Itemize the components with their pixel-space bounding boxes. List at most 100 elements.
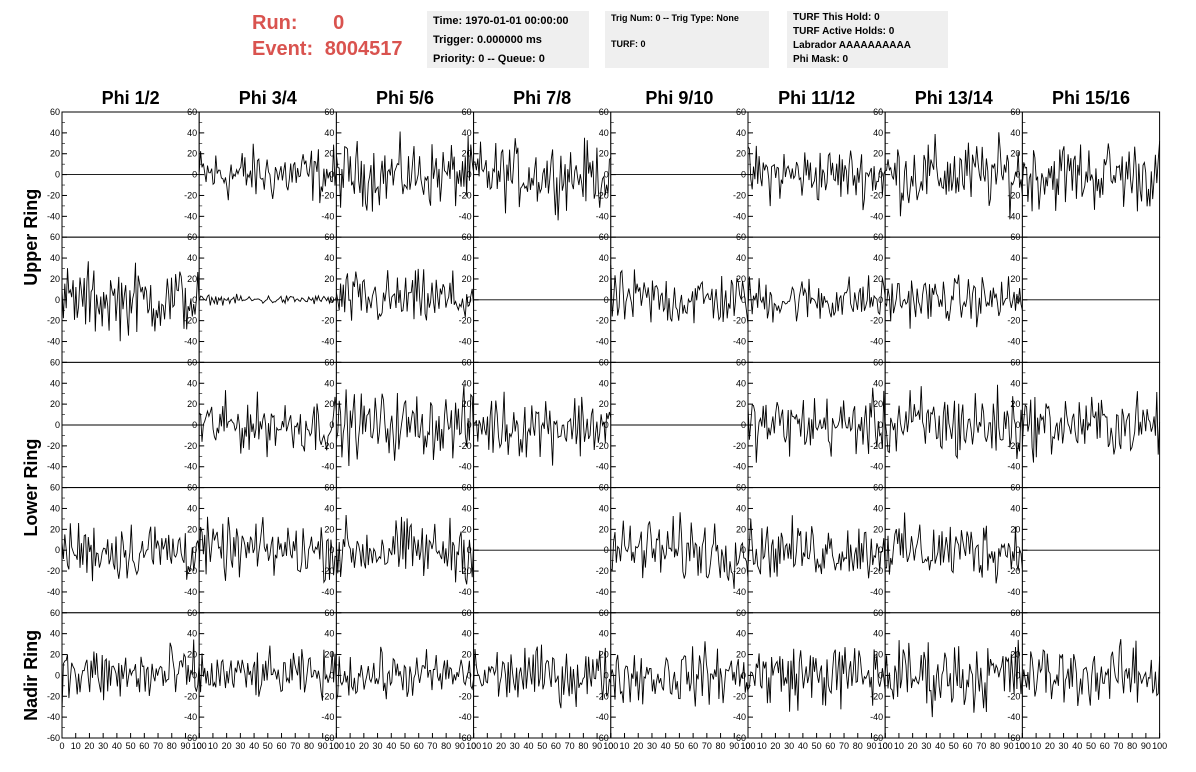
- y-tick-label: 40: [1010, 503, 1020, 513]
- x-tick-label: 40: [1072, 741, 1082, 751]
- waveform-trace: [884, 639, 1023, 718]
- y-tick-label: 40: [736, 128, 746, 138]
- x-tick-label: 30: [235, 741, 245, 751]
- y-tick-label: -40: [870, 712, 883, 722]
- x-tick-label: 10: [1031, 741, 1041, 751]
- y-tick-label: 40: [462, 378, 472, 388]
- y-tick-label: 40: [462, 253, 472, 263]
- y-tick-label: -40: [184, 462, 197, 472]
- y-tick-label: -40: [47, 337, 60, 347]
- plot-frame: [335, 111, 475, 238]
- x-tick-label: 20: [222, 741, 232, 751]
- y-tick-label: 20: [1010, 524, 1020, 534]
- run-event-box: Run: 0 Event: 8004517: [252, 10, 422, 62]
- phi-column-label: Phi 7/8: [513, 88, 571, 108]
- y-tick-label: 0: [878, 545, 883, 555]
- y-tick-label: 40: [50, 378, 60, 388]
- y-tick-label: 20: [187, 650, 197, 660]
- y-tick-label: 0: [55, 420, 60, 430]
- x-tick-label: 0: [1020, 741, 1025, 751]
- y-tick-label: 40: [599, 503, 609, 513]
- y-tick-label: 20: [736, 399, 746, 409]
- x-tick-label: 100: [192, 741, 207, 751]
- y-tick-label: -20: [733, 691, 746, 701]
- y-tick-label: 20: [462, 274, 472, 284]
- y-tick-label: -40: [47, 462, 60, 472]
- x-tick-label: 90: [1141, 741, 1151, 751]
- x-tick-label: 50: [126, 741, 136, 751]
- y-tick-label: -20: [596, 566, 609, 576]
- x-tick-label: 80: [441, 741, 451, 751]
- y-tick-label: 40: [873, 253, 883, 263]
- y-tick-label: -20: [596, 691, 609, 701]
- y-tick-label: -40: [596, 587, 609, 597]
- y-tick-label: -40: [321, 712, 334, 722]
- y-tick-label: 60: [873, 483, 883, 493]
- x-tick-label: 10: [757, 741, 767, 751]
- x-tick-label: 20: [908, 741, 918, 751]
- y-tick-label: 60: [462, 608, 472, 618]
- y-tick-label: 0: [741, 670, 746, 680]
- x-tick-label: 30: [921, 741, 931, 751]
- y-tick-label: -40: [321, 587, 334, 597]
- y-tick-label: 40: [50, 503, 60, 513]
- y-tick-label: 60: [873, 357, 883, 367]
- event-value: 8004517: [324, 38, 403, 60]
- x-tick-label: 70: [427, 741, 437, 751]
- x-tick-label: 30: [647, 741, 657, 751]
- turf-info-panel: TURF This Hold: 0 TURF Active Holds: 0 L…: [787, 11, 948, 68]
- y-tick-label: -20: [1007, 566, 1020, 576]
- y-tick-label: 60: [1010, 232, 1020, 242]
- y-tick-label: -60: [596, 733, 609, 743]
- phi-column-label: Phi 13/14: [915, 88, 993, 108]
- y-tick-label: -20: [870, 441, 883, 451]
- y-tick-label: -20: [870, 691, 883, 701]
- y-tick-label: -40: [1007, 462, 1020, 472]
- y-tick-label: -20: [596, 316, 609, 326]
- waveform-trace: [61, 522, 200, 582]
- y-tick-label: -40: [733, 712, 746, 722]
- turf-active-holds-text: TURF Active Holds: 0: [793, 26, 895, 37]
- waveform-trace: [747, 145, 886, 211]
- y-tick-label: 0: [467, 545, 472, 555]
- y-tick-label: -20: [870, 190, 883, 200]
- y-tick-label: 0: [467, 420, 472, 430]
- y-tick-label: 60: [462, 483, 472, 493]
- y-tick-label: 20: [1010, 149, 1020, 159]
- y-tick-label: 20: [873, 274, 883, 284]
- y-tick-label: 40: [50, 128, 60, 138]
- y-tick-label: 60: [873, 107, 883, 117]
- y-tick-label: 20: [50, 650, 60, 660]
- x-tick-label: 0: [197, 741, 202, 751]
- waveform-trace: [198, 143, 337, 204]
- y-tick-label: -40: [321, 337, 334, 347]
- event-label: Event:: [252, 38, 314, 60]
- x-tick-label: 20: [633, 741, 643, 751]
- y-tick-label: 0: [741, 295, 746, 305]
- y-tick-label: 40: [187, 128, 197, 138]
- y-tick-label: 20: [50, 524, 60, 534]
- labrador-text: Labrador AAAAAAAAAA: [793, 40, 911, 51]
- y-tick-label: 40: [736, 378, 746, 388]
- y-tick-label: 40: [324, 128, 334, 138]
- x-tick-label: 10: [894, 741, 904, 751]
- x-tick-label: 40: [523, 741, 533, 751]
- y-tick-label: 40: [324, 378, 334, 388]
- x-tick-label: 10: [208, 741, 218, 751]
- plot-frame: [198, 111, 337, 238]
- y-tick-label: -20: [184, 190, 197, 200]
- y-tick-label: 0: [1015, 295, 1020, 305]
- plot-frame: [198, 361, 337, 489]
- y-tick-label: -40: [47, 712, 60, 722]
- x-tick-label: 90: [1004, 741, 1014, 751]
- x-tick-label: 80: [304, 741, 314, 751]
- y-tick-label: 20: [187, 524, 197, 534]
- waveform-trace: [61, 639, 200, 713]
- y-tick-label: 40: [324, 253, 334, 263]
- y-tick-label: 40: [736, 503, 746, 513]
- phi-mask-text: Phi Mask: 0: [793, 54, 849, 65]
- y-tick-label: 60: [873, 232, 883, 242]
- y-tick-label: 60: [187, 232, 197, 242]
- y-tick-label: 40: [599, 128, 609, 138]
- y-tick-label: 20: [324, 650, 334, 660]
